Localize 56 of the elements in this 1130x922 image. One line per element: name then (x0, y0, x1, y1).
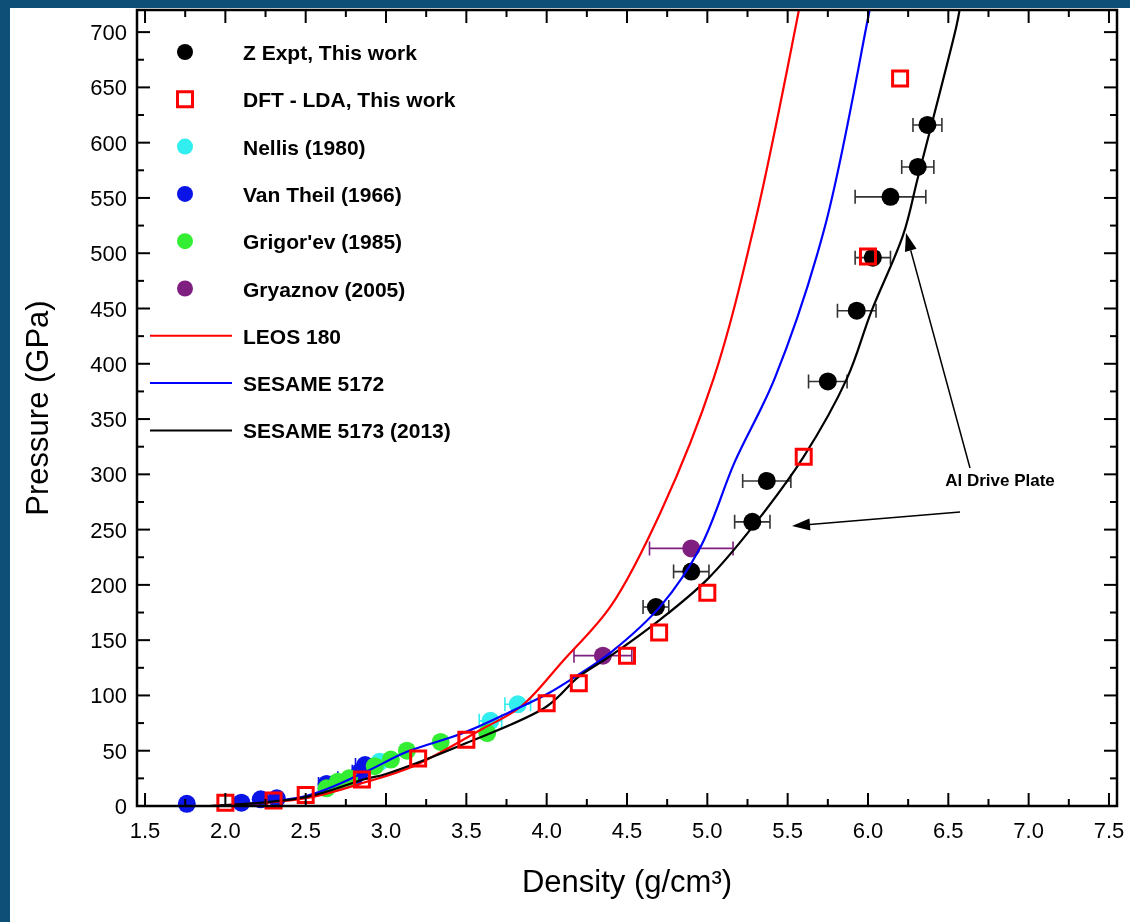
y-tick-label: 650 (90, 75, 127, 101)
point (698, 583, 717, 602)
point (881, 187, 900, 206)
point (569, 674, 588, 693)
y-axis-title: Pressure (GPa) (20, 300, 55, 516)
x-tick-label: 2.0 (210, 818, 241, 843)
annotation: Al Drive Plate (945, 471, 1055, 490)
x-tick-label: 4.0 (531, 818, 562, 843)
point (650, 623, 669, 642)
point (858, 247, 877, 266)
x-tick-label: 6.0 (852, 818, 884, 843)
y-tick-label: 50 (102, 738, 127, 764)
y-tick-label: 100 (90, 683, 127, 709)
x-tick-label: 3.5 (451, 818, 482, 843)
legend-label: Van Theil (1966) (243, 182, 402, 206)
x-tick-label: 1.5 (129, 818, 161, 843)
point (296, 785, 315, 804)
x-tick-label: 3.0 (370, 818, 402, 843)
legend-label: Grigor'ev (1985) (243, 230, 403, 254)
y-tick-label: 200 (90, 572, 127, 598)
point (891, 69, 910, 88)
y-tick-label: 500 (90, 241, 127, 267)
legend-label: SESAME 5172 (243, 372, 385, 396)
legend-label: SESAME 5173 (2013) (243, 419, 451, 443)
point (537, 694, 556, 713)
y-tick-label: 300 (90, 462, 127, 488)
x-tick-label: 5.0 (692, 818, 723, 843)
x-tick-label: 2.5 (290, 818, 321, 843)
legend-label: Z Expt, This work (243, 41, 418, 64)
y-tick-label: 600 (90, 130, 127, 156)
y-tick-label: 0 (114, 794, 127, 819)
y-tick-label: 450 (90, 296, 127, 322)
x-tick-label: 7.0 (1013, 818, 1044, 843)
point (409, 749, 428, 768)
point (847, 301, 866, 320)
y-tick-label: 400 (90, 351, 127, 377)
y-tick-label: 350 (90, 407, 127, 433)
point (794, 447, 813, 466)
legend-label: DFT - LDA, This work (243, 88, 456, 112)
y-tick-label: 700 (90, 20, 127, 46)
point (216, 793, 235, 812)
y-tick-label: 550 (90, 185, 127, 211)
y-tick-label: 250 (90, 517, 127, 543)
point (818, 372, 837, 391)
x-axis-title: Density (g/cm³) (521, 864, 733, 899)
point (618, 646, 636, 665)
legend-label: Nellis (1980) (243, 135, 366, 159)
point (757, 471, 776, 490)
y-tick-label: 150 (90, 628, 127, 654)
legend-label: LEOS 180 (243, 324, 342, 348)
x-tick-label: 4.5 (611, 818, 643, 843)
x-tick-label: 5.5 (772, 818, 803, 843)
legend-label: Gryaznov (2005) (243, 277, 406, 301)
x-tick-label: 6.5 (933, 818, 964, 843)
x-tick-label: 7.5 (1093, 818, 1125, 843)
point (457, 730, 476, 749)
